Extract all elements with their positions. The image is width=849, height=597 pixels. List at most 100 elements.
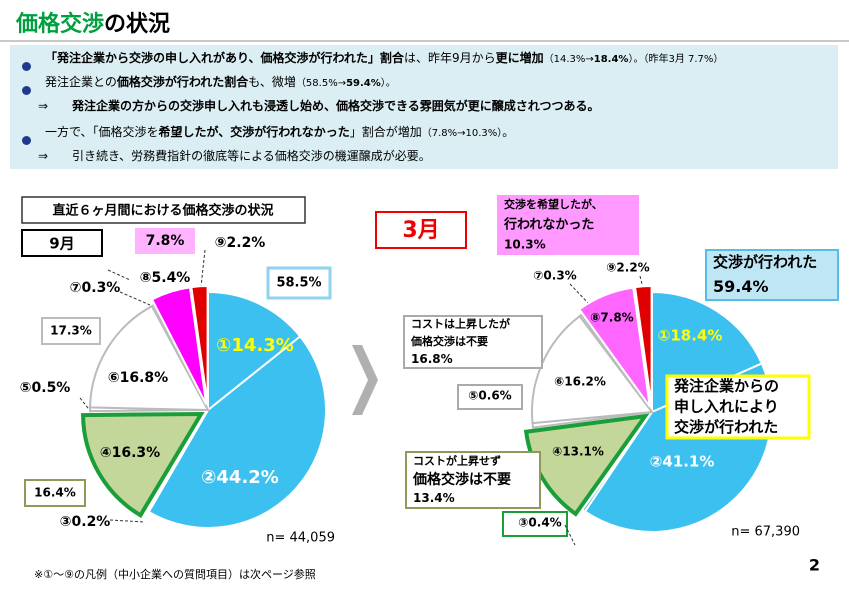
callout-text: 価格交渉は不要 bbox=[412, 471, 511, 488]
callout-text: コストが上昇せず bbox=[413, 453, 501, 467]
bullet-dot: ● bbox=[22, 62, 31, 71]
bullet-text: （14.3%→ bbox=[543, 54, 594, 65]
callout-box bbox=[705, 249, 839, 301]
bullet-text: （7.8%→10.3%） bbox=[421, 128, 503, 139]
callout-text: 16.8% bbox=[411, 352, 453, 366]
arrow bbox=[352, 345, 378, 415]
title-highlight: 価格交渉 bbox=[16, 12, 105, 37]
pie-slice bbox=[577, 286, 651, 408]
bullet-item: ⇒ 引き続き、労務費指針の徹底等による価格交渉の機運醸成が必要。 bbox=[18, 147, 431, 164]
bullet-item: ● 発注企業との価格交渉が行われた割合も、微増（58.5%→59.4%）。 bbox=[18, 73, 396, 95]
slice-label: ⑤0.5% bbox=[20, 380, 71, 396]
label-box bbox=[502, 511, 568, 537]
bullet-text: 。 bbox=[502, 125, 515, 139]
slice-label: ⑧5.4% bbox=[140, 270, 191, 286]
bullet-dot: ● bbox=[22, 136, 31, 145]
bullet-text: は、昨年9月から bbox=[403, 51, 496, 65]
bullet-arrow: ⇒ bbox=[38, 99, 49, 113]
pie-slice bbox=[578, 313, 653, 413]
bullet-text: 59.4% bbox=[346, 78, 381, 89]
callout-text: 17.3% bbox=[50, 324, 92, 338]
callout-box bbox=[41, 317, 101, 345]
bullet-text: 引き続き、労務費指針の徹底等による価格交渉の機運醸成が必要。 bbox=[72, 149, 431, 163]
pie-slice bbox=[150, 286, 208, 405]
period-label: 3月 bbox=[402, 218, 439, 243]
bullet-text: （昨年3月 7.7%） bbox=[643, 54, 724, 65]
slice-label: ⑤0.6% bbox=[468, 389, 511, 403]
pie-slice bbox=[146, 409, 209, 514]
callout-text: 58.5% bbox=[276, 276, 321, 291]
slice-label: ②44.2% bbox=[201, 467, 279, 488]
pie-slice bbox=[81, 411, 205, 518]
slice-label: ①14.3% bbox=[216, 335, 294, 356]
bullet-arrow: ⇒ bbox=[38, 149, 49, 163]
bullet-text: 一方で、「価格交渉を bbox=[45, 125, 159, 139]
callout-text: 申し入れにより bbox=[674, 398, 779, 416]
page-number: 2 bbox=[809, 556, 820, 575]
pie-slice bbox=[147, 334, 327, 530]
slice-label: ⑨2.2% bbox=[215, 235, 266, 251]
callout-text: 発注企業からの bbox=[673, 377, 779, 395]
callout-text: 13.4% bbox=[413, 491, 455, 505]
slice-label: ⑦0.3% bbox=[533, 269, 576, 283]
bullet-text: ）。 bbox=[380, 78, 396, 89]
bullet-text: 希望したが、交渉が行われなかった bbox=[158, 125, 350, 139]
slice-label: ①18.4% bbox=[658, 327, 723, 345]
callout-box bbox=[665, 374, 811, 440]
period-box bbox=[21, 229, 103, 257]
pie-slice bbox=[207, 290, 302, 413]
slice-label: ③0.2% bbox=[60, 514, 111, 530]
summary-box: ● 「発注企業から交渉の申し入れがあり、価格交渉が行われた」割合は、昨年9月から更… bbox=[10, 45, 838, 169]
slice-label: ④16.3% bbox=[100, 445, 160, 461]
callout-text: 交渉が行われた bbox=[674, 418, 778, 436]
callout-text: コストは上昇したが bbox=[411, 317, 510, 331]
footnote: ※①～⑨の凡例（中小企業への質問項目）は次ページ参照 bbox=[34, 567, 316, 581]
callout-text: 交渉を希望したが、 bbox=[504, 197, 603, 211]
bullet-text: 発注企業との bbox=[45, 75, 117, 89]
sample-size: n= 44,059 bbox=[266, 531, 335, 546]
bullet-text: 「発注企業から交渉の申し入れがあり、価格交渉が行われた」割合 bbox=[45, 51, 404, 65]
slice-label: ⑧7.8% bbox=[590, 311, 633, 325]
callout-text: 10.3% bbox=[504, 238, 546, 252]
panel-title-box bbox=[21, 196, 306, 224]
pie-slice bbox=[633, 285, 653, 407]
bullet-item: ⇒ 発注企業の方からの交渉申し入れも浸透し始め、価格交渉できる雰囲気が更に醸成され… bbox=[18, 97, 600, 114]
bullet-text: 18.4% bbox=[593, 54, 629, 65]
callout-box bbox=[266, 266, 332, 300]
slice-label: ⑦0.3% bbox=[70, 280, 121, 296]
callout-text: 行われなかった bbox=[503, 217, 594, 233]
sample-size: n= 67,390 bbox=[731, 525, 800, 540]
bullet-item: ● 「発注企業から交渉の申し入れがあり、価格交渉が行われた」割合は、昨年9月から更… bbox=[18, 49, 723, 71]
pie-slice bbox=[581, 411, 653, 513]
slice-label: ②41.1% bbox=[650, 453, 715, 471]
pie-slice bbox=[190, 285, 209, 405]
label-box bbox=[457, 384, 523, 410]
slice-label: ⑨2.2% bbox=[606, 261, 649, 275]
callout-text: 交渉が行われた bbox=[713, 253, 817, 271]
bullet-text: ）。 bbox=[628, 54, 644, 65]
slice-label: ④13.1% bbox=[552, 445, 604, 459]
slice-label: ⑥16.8% bbox=[108, 370, 168, 386]
callout-box bbox=[405, 451, 541, 509]
callout-box bbox=[403, 315, 543, 369]
callout-box bbox=[24, 479, 86, 507]
callout-text: 16.4% bbox=[34, 486, 76, 500]
pie-slice bbox=[89, 304, 210, 412]
callout-box bbox=[497, 195, 639, 255]
bullet-text: 更に増加 bbox=[495, 51, 544, 65]
title-rest: の状況 bbox=[104, 12, 171, 37]
bullet-text: 」割合が増加 bbox=[349, 125, 422, 139]
bullet-text: も、微増 bbox=[248, 75, 296, 89]
callout-text: 59.4% bbox=[713, 277, 769, 296]
pie-slice bbox=[150, 303, 209, 411]
bullet-text: 発注企業の方からの交渉申し入れも浸透し始め、価格交渉できる雰囲気が更に醸成されつ… bbox=[72, 99, 600, 113]
period-label: 9月 bbox=[49, 235, 74, 253]
slice-label: ⑥16.2% bbox=[554, 375, 606, 389]
callout-text: 7.8% bbox=[146, 233, 185, 249]
pie-slice bbox=[523, 413, 650, 517]
period-box bbox=[375, 211, 467, 249]
callout-text: 価格交渉は不要 bbox=[410, 334, 488, 348]
bullet-text: 価格交渉が行われた割合 bbox=[116, 75, 249, 89]
